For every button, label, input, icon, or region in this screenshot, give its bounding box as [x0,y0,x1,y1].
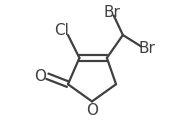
Text: Br: Br [138,41,155,56]
Text: O: O [86,103,98,118]
Text: Cl: Cl [54,23,69,38]
Text: Br: Br [103,5,120,20]
Text: O: O [35,69,46,84]
